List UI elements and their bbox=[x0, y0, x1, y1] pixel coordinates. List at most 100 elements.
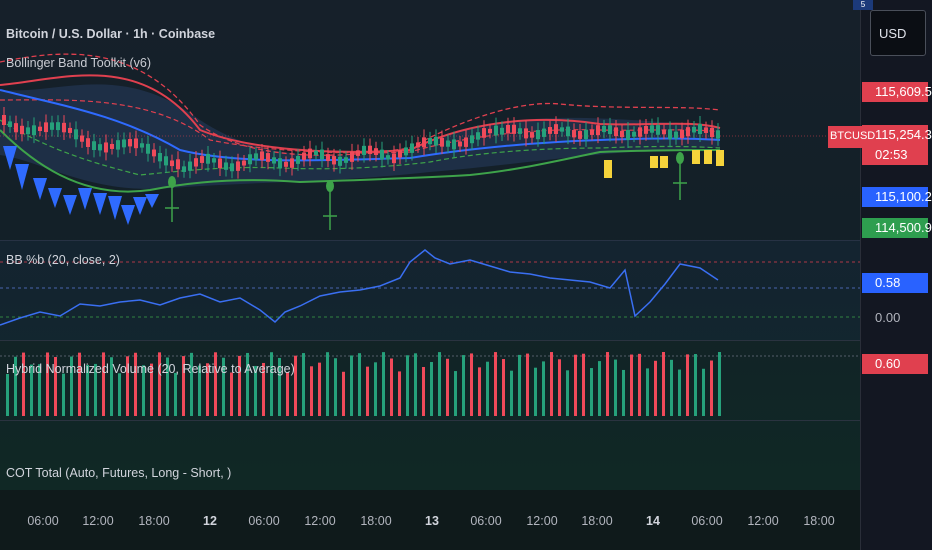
time-tick: 14 bbox=[646, 514, 660, 528]
candle-body bbox=[80, 135, 84, 142]
volume-bar bbox=[406, 355, 409, 416]
candle-body bbox=[674, 131, 678, 139]
currency-selector[interactable]: USD bbox=[870, 10, 926, 56]
volume-label[interactable]: Hybrid Normalized Volume (20, Relative t… bbox=[6, 362, 295, 376]
sell-triangle bbox=[15, 164, 29, 190]
volume-bar bbox=[350, 355, 353, 416]
bb-percent-b-pane[interactable]: BB %b (20, close, 2) bbox=[0, 240, 860, 340]
pane-separator[interactable] bbox=[0, 420, 860, 421]
volume-bar bbox=[30, 364, 33, 416]
cot-label[interactable]: COT Total (Auto, Futures, Long - Short, … bbox=[6, 466, 232, 480]
volume-bar bbox=[334, 358, 337, 416]
candle-body bbox=[482, 128, 486, 138]
candle-body bbox=[62, 122, 66, 133]
volume-bar bbox=[278, 357, 281, 416]
sell-triangle bbox=[78, 188, 92, 210]
volume-bar bbox=[374, 362, 377, 416]
symbol-price-tag[interactable]: BTCUSD bbox=[828, 126, 875, 148]
candle-body bbox=[620, 130, 624, 138]
volume-bar bbox=[710, 360, 713, 416]
volume-bar bbox=[70, 356, 73, 416]
candle-body bbox=[572, 130, 576, 138]
candle-body bbox=[464, 137, 468, 147]
volume-pane[interactable]: Hybrid Normalized Volume (20, Relative t… bbox=[0, 340, 860, 420]
candle-body bbox=[560, 127, 564, 132]
candle-body bbox=[128, 139, 132, 147]
candle-body bbox=[68, 127, 72, 133]
candle-body bbox=[104, 142, 108, 153]
volume-bar bbox=[606, 352, 609, 416]
candle-body bbox=[614, 127, 618, 137]
candle-body bbox=[374, 148, 378, 155]
candle-body bbox=[2, 115, 6, 125]
time-axis[interactable]: 06:00 12:00 18:00 12 06:00 12:00 18:00 13 06:00 1… bbox=[0, 490, 860, 550]
volume-bar bbox=[78, 352, 81, 416]
candle-body bbox=[194, 158, 198, 167]
candle-body bbox=[266, 153, 270, 162]
candle-body bbox=[596, 125, 600, 136]
candle-body bbox=[188, 161, 192, 171]
candle-body bbox=[710, 127, 714, 138]
sell-signals-group bbox=[3, 146, 159, 225]
symbol-title[interactable]: Bitcoin / U.S. Dollar · 1h · Coinbase bbox=[6, 27, 216, 41]
volume-bar bbox=[494, 352, 497, 416]
candle-body bbox=[242, 160, 246, 166]
candle-body bbox=[536, 130, 540, 140]
volume-bar bbox=[630, 354, 633, 416]
indicator-label-bollinger[interactable]: Bollinger Band Toolkit (v6) bbox=[6, 56, 151, 70]
bbpb-label[interactable]: BB %b (20, close, 2) bbox=[6, 253, 120, 267]
volume-bar bbox=[670, 359, 673, 416]
cot-pane[interactable]: COT Total (Auto, Futures, Long - Short, … bbox=[0, 420, 860, 490]
candle-body bbox=[56, 122, 60, 131]
volume-bar bbox=[462, 355, 465, 416]
volume-bar bbox=[86, 364, 89, 416]
candle-body bbox=[476, 132, 480, 140]
time-tick: 06:00 bbox=[248, 514, 280, 528]
bbpb-value-label: 0.58 bbox=[862, 273, 928, 293]
signal-bar bbox=[604, 160, 612, 178]
candles-group bbox=[2, 107, 720, 179]
time-tick: 12:00 bbox=[526, 514, 558, 528]
candle-body bbox=[446, 140, 450, 147]
volume-bar bbox=[38, 364, 41, 416]
volume-bar bbox=[6, 374, 9, 416]
volume-bar bbox=[502, 359, 505, 416]
volume-bar bbox=[222, 357, 225, 416]
candle-body bbox=[326, 154, 330, 161]
signal-bar bbox=[650, 156, 658, 168]
candle-body bbox=[362, 145, 366, 155]
candle-body bbox=[602, 125, 606, 133]
price-label-last: 115,254.32 bbox=[862, 125, 932, 145]
volume-bar bbox=[254, 365, 257, 416]
volume-bar bbox=[558, 359, 561, 416]
volume-bar bbox=[118, 373, 121, 416]
candle-body bbox=[290, 158, 294, 168]
volume-bar bbox=[534, 367, 537, 416]
pane-separator[interactable] bbox=[0, 240, 860, 241]
volume-bar bbox=[654, 360, 657, 416]
volume-bar bbox=[582, 353, 585, 416]
volume-bar bbox=[14, 356, 17, 416]
candle-body bbox=[344, 157, 348, 163]
candle-body bbox=[176, 159, 180, 170]
candle-body bbox=[704, 127, 708, 133]
pane-separator[interactable] bbox=[0, 340, 860, 341]
volume-bar bbox=[382, 352, 385, 416]
candle-body bbox=[110, 143, 114, 149]
candle-body bbox=[638, 127, 642, 137]
volume-bar bbox=[470, 353, 473, 416]
candle-body bbox=[140, 143, 144, 148]
volume-bars-group bbox=[6, 352, 721, 416]
volume-bar bbox=[662, 352, 665, 416]
sell-triangle bbox=[3, 146, 17, 170]
candle-body bbox=[650, 125, 654, 133]
candle-body bbox=[380, 149, 384, 160]
volume-bar bbox=[182, 356, 185, 416]
candle-body bbox=[494, 125, 498, 136]
candle-body bbox=[230, 163, 234, 172]
volume-bar bbox=[318, 362, 321, 416]
price-pane[interactable]: Bitcoin / U.S. Dollar · 1h · Coinbase Bo… bbox=[0, 0, 860, 240]
volume-bar bbox=[286, 372, 289, 416]
candle-body bbox=[98, 144, 102, 151]
